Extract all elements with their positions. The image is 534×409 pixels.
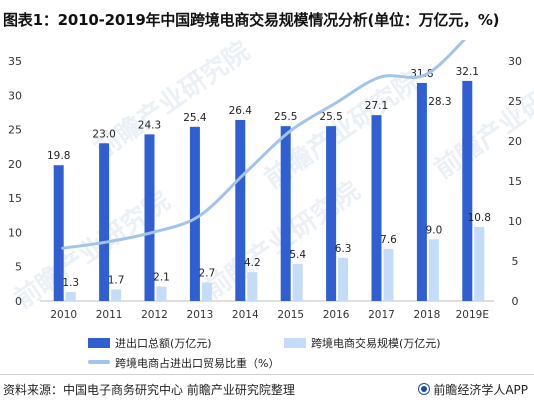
bar-cross-label: 9.0 [426, 224, 443, 236]
bar-cross-label: 7.6 [380, 234, 397, 246]
brand-name: 前瞻经济学人APP [433, 383, 528, 397]
x-tick-label: 2019E [456, 309, 489, 321]
source-note: 资料来源：中国电子商务研究中心 前瞻产业研究院整理 [3, 383, 295, 397]
left-tick-label: 25 [8, 124, 22, 137]
bar-total-label: 27.1 [365, 100, 388, 112]
chart-title: 图表1：2010-2019年中国跨境电商交易规模情况分析(单位：万亿元，%) [3, 11, 500, 29]
legend-swatch-cross [284, 338, 306, 348]
bar-total [280, 126, 291, 302]
left-tick-label: 35 [8, 55, 22, 68]
right-tick-label: 20 [508, 135, 522, 148]
share-line [61, 40, 466, 250]
bar-total-label: 24.3 [138, 119, 161, 131]
left-tick-label: 0 [15, 295, 22, 308]
x-tick-label: 2012 [141, 309, 168, 321]
bar-total [144, 134, 155, 301]
bar-total-label: 23.0 [92, 128, 115, 140]
bar-cross-label: 4.2 [244, 257, 261, 269]
legend-swatch-share [88, 360, 110, 364]
bar-total-label: 25.5 [274, 111, 297, 123]
left-tick-label: 10 [8, 226, 22, 239]
legend-label-total: 进出口总额(万亿元) [115, 337, 212, 350]
legend-label-share: 跨境电商占进出口贸易比重（%） [115, 357, 280, 370]
brand-logo-icon [418, 383, 431, 395]
bar-cross-label: 6.3 [335, 243, 352, 255]
bar-cross-label: 2.7 [199, 267, 216, 279]
bar-total [235, 119, 246, 301]
right-tick-label: 10 [508, 215, 522, 228]
bar-cross-label: 1.3 [62, 277, 79, 289]
bar-cross [383, 248, 394, 301]
bar-total [462, 80, 473, 301]
right-tick-label: 15 [508, 175, 522, 188]
right-tick-label: 25 [508, 95, 522, 108]
bar-total-label: 26.4 [229, 105, 253, 117]
x-tick-label: 2010 [50, 309, 77, 321]
left-tick-label: 15 [8, 192, 22, 205]
x-tick-label: 2018 [414, 309, 441, 321]
left-tick-label: 20 [8, 158, 22, 171]
bar-cross-label: 1.7 [108, 274, 125, 286]
legend: 进出口总额(万亿元) 跨境电商交易规模(万亿元) 跨境电商占进出口贸易比重（%） [88, 333, 508, 373]
bar-cross [247, 272, 258, 301]
bar-cross-label: 2.1 [153, 272, 170, 284]
bar-total-label: 19.8 [47, 150, 70, 162]
left-tick-label: 5 [15, 261, 22, 274]
brand: 前瞻经济学人APP [418, 378, 528, 402]
bar-cross [338, 257, 349, 301]
bar-cross [428, 239, 439, 301]
bar-total [416, 82, 427, 301]
bar-total-label: 25.5 [319, 111, 342, 123]
footer-divider [0, 374, 534, 375]
left-tick-label: 30 [8, 89, 22, 102]
right-tick-label: 30 [508, 55, 522, 68]
bar-cross [292, 263, 303, 301]
bar-total [99, 143, 110, 301]
right-tick-label: 5 [512, 255, 519, 268]
bar-total [326, 126, 337, 302]
legend-label-cross: 跨境电商交易规模(万亿元) [311, 337, 441, 350]
legend-item-share: 跨境电商占进出口贸易比重（%） [88, 357, 279, 371]
bar-cross [156, 286, 167, 301]
bar-total-label: 25.4 [183, 112, 207, 124]
x-tick-label: 2013 [187, 309, 214, 321]
legend-item-cross: 跨境电商交易规模(万亿元) [284, 337, 441, 351]
bar-cross [65, 292, 76, 301]
bar-cross-label: 10.8 [468, 212, 491, 224]
bar-total-label: 32.1 [456, 66, 479, 78]
bar-total [53, 165, 64, 301]
legend-swatch-total [88, 338, 110, 348]
legend-item-total: 进出口总额(万亿元) [88, 337, 212, 351]
x-tick-label: 2016 [323, 309, 350, 321]
x-tick-label: 2015 [277, 309, 304, 321]
right-tick-label: 0 [512, 295, 519, 308]
bar-cross [111, 289, 122, 301]
bar-total [189, 126, 200, 301]
combo-chart: 0 5 10 15 20 25 30 35 0 5 10 15 20 25 30 19.8 1.3 2010 23.… [8, 40, 522, 321]
x-tick-label: 2011 [96, 309, 123, 321]
x-tick-label: 2017 [368, 309, 395, 321]
bar-cross-label: 5.4 [289, 249, 306, 261]
share-point-label: 28.3 [428, 96, 451, 108]
bar-cross [474, 226, 485, 301]
x-tick-label: 2014 [232, 309, 259, 321]
bar-total [371, 115, 382, 302]
bar-cross [201, 282, 212, 301]
